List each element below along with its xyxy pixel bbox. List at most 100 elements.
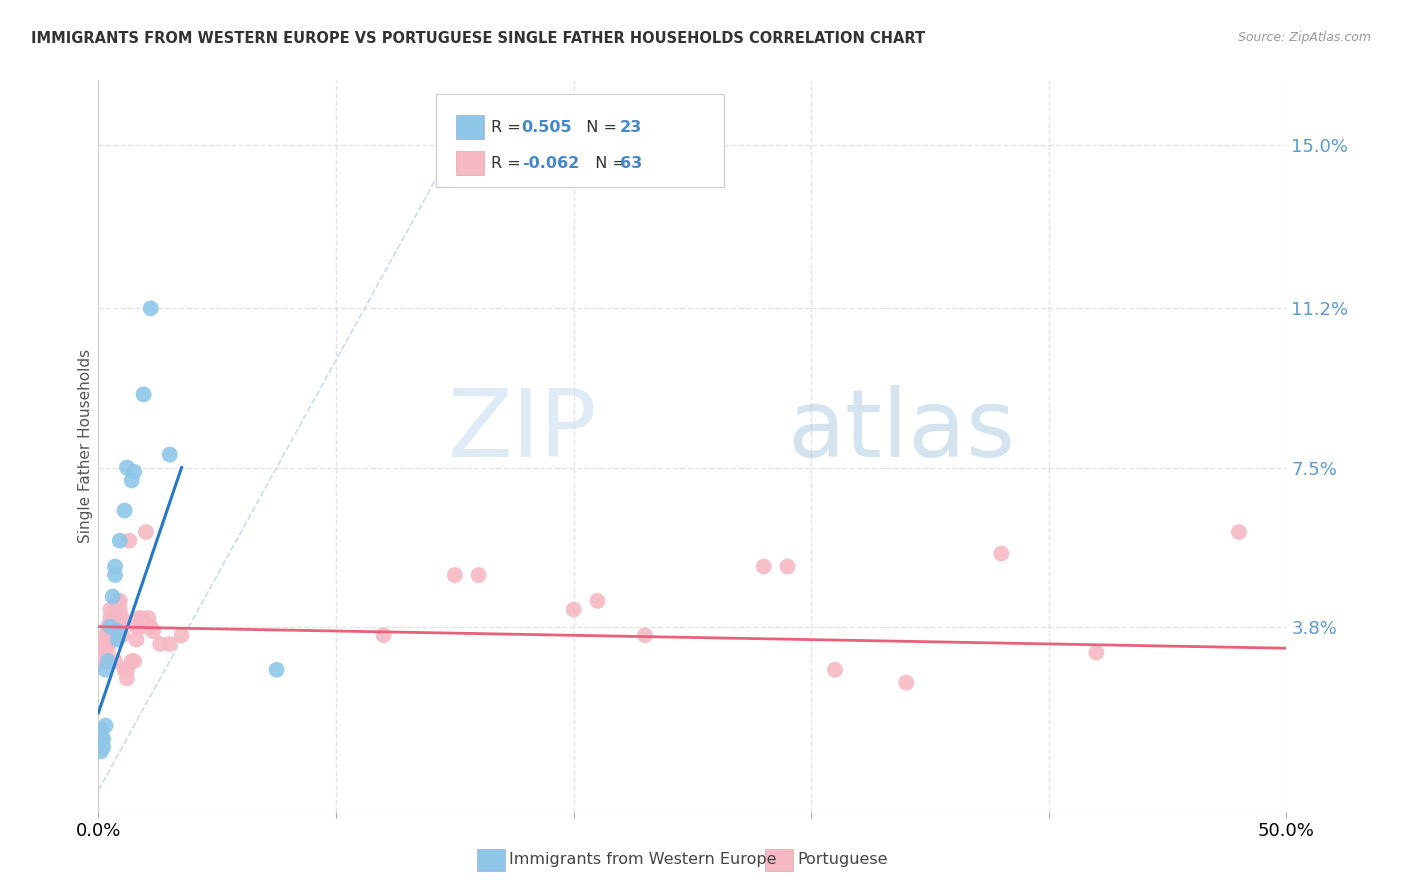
Point bbox=[139, 620, 162, 634]
Point bbox=[159, 637, 181, 651]
Text: 0.505: 0.505 bbox=[522, 120, 572, 135]
Point bbox=[139, 301, 162, 316]
Point bbox=[101, 611, 124, 625]
Point bbox=[91, 637, 114, 651]
Point bbox=[159, 448, 181, 462]
Point bbox=[170, 628, 193, 642]
Point bbox=[586, 594, 609, 608]
Point bbox=[115, 460, 138, 475]
Point bbox=[94, 628, 117, 642]
Point bbox=[135, 524, 157, 539]
Point bbox=[121, 474, 143, 488]
Point bbox=[1085, 646, 1108, 660]
Point bbox=[90, 632, 112, 647]
Point bbox=[121, 654, 143, 668]
Text: R =: R = bbox=[491, 156, 526, 170]
Point bbox=[122, 465, 145, 479]
Point bbox=[132, 387, 155, 401]
Point bbox=[107, 628, 129, 642]
Point bbox=[91, 731, 114, 746]
Point bbox=[94, 654, 117, 668]
Point bbox=[776, 559, 799, 574]
Text: N =: N = bbox=[585, 156, 631, 170]
Text: IMMIGRANTS FROM WESTERN EUROPE VS PORTUGUESE SINGLE FATHER HOUSEHOLDS CORRELATIO: IMMIGRANTS FROM WESTERN EUROPE VS PORTUG… bbox=[31, 31, 925, 46]
Point bbox=[94, 719, 117, 733]
Point bbox=[104, 611, 127, 625]
Point bbox=[125, 620, 148, 634]
Point bbox=[111, 611, 134, 625]
Point bbox=[752, 559, 775, 574]
Point bbox=[90, 654, 112, 668]
Text: Source: ZipAtlas.com: Source: ZipAtlas.com bbox=[1237, 31, 1371, 45]
Point bbox=[104, 559, 127, 574]
Point bbox=[97, 628, 120, 642]
Point bbox=[90, 641, 112, 656]
Point bbox=[467, 568, 489, 582]
Point bbox=[444, 568, 467, 582]
Text: 23: 23 bbox=[620, 120, 643, 135]
Point bbox=[101, 590, 124, 604]
Point bbox=[104, 602, 127, 616]
Point bbox=[107, 594, 129, 608]
Point bbox=[111, 628, 134, 642]
Point bbox=[97, 620, 120, 634]
Point bbox=[107, 624, 129, 638]
Point bbox=[91, 740, 114, 755]
Point bbox=[108, 533, 131, 548]
Point bbox=[97, 654, 120, 668]
Point bbox=[142, 624, 165, 638]
Point bbox=[104, 654, 127, 668]
Point bbox=[108, 602, 131, 616]
Point bbox=[114, 503, 136, 517]
Text: ZIP: ZIP bbox=[447, 385, 598, 477]
Y-axis label: Single Father Households: Single Father Households bbox=[77, 349, 93, 543]
Point bbox=[266, 663, 288, 677]
Text: Immigrants from Western Europe: Immigrants from Western Europe bbox=[509, 853, 776, 867]
Point bbox=[373, 628, 395, 642]
Text: atlas: atlas bbox=[787, 385, 1015, 477]
Point bbox=[97, 641, 120, 656]
Point bbox=[114, 663, 136, 677]
Point bbox=[90, 744, 112, 758]
Point bbox=[101, 632, 124, 647]
Point bbox=[94, 663, 117, 677]
Point bbox=[129, 620, 152, 634]
Point bbox=[824, 663, 846, 677]
Point bbox=[108, 620, 131, 634]
Text: 63: 63 bbox=[620, 156, 643, 170]
Text: -0.062: -0.062 bbox=[522, 156, 579, 170]
Point bbox=[562, 602, 585, 616]
Point bbox=[107, 611, 129, 625]
Point bbox=[990, 547, 1012, 561]
Point bbox=[98, 620, 121, 634]
Point bbox=[1227, 524, 1250, 539]
Point bbox=[122, 654, 145, 668]
Point bbox=[125, 632, 148, 647]
Point bbox=[634, 628, 657, 642]
Point bbox=[91, 646, 114, 660]
Text: Portuguese: Portuguese bbox=[797, 853, 887, 867]
Point bbox=[136, 620, 159, 634]
Point bbox=[90, 731, 112, 746]
Point bbox=[98, 620, 121, 634]
Point bbox=[94, 641, 117, 656]
Point bbox=[108, 594, 131, 608]
Point bbox=[91, 632, 114, 647]
Point bbox=[115, 671, 138, 685]
Point bbox=[98, 602, 121, 616]
Point bbox=[90, 723, 112, 737]
Point bbox=[129, 611, 152, 625]
Point bbox=[896, 675, 918, 690]
Point bbox=[98, 611, 121, 625]
Text: R =: R = bbox=[491, 120, 526, 135]
Point bbox=[104, 568, 127, 582]
Point bbox=[128, 611, 150, 625]
Point bbox=[108, 611, 131, 625]
Point bbox=[118, 533, 141, 548]
Point bbox=[115, 663, 138, 677]
Point bbox=[107, 632, 129, 647]
Point bbox=[98, 628, 121, 642]
Point bbox=[136, 611, 159, 625]
Text: N =: N = bbox=[576, 120, 623, 135]
Point bbox=[104, 624, 127, 638]
